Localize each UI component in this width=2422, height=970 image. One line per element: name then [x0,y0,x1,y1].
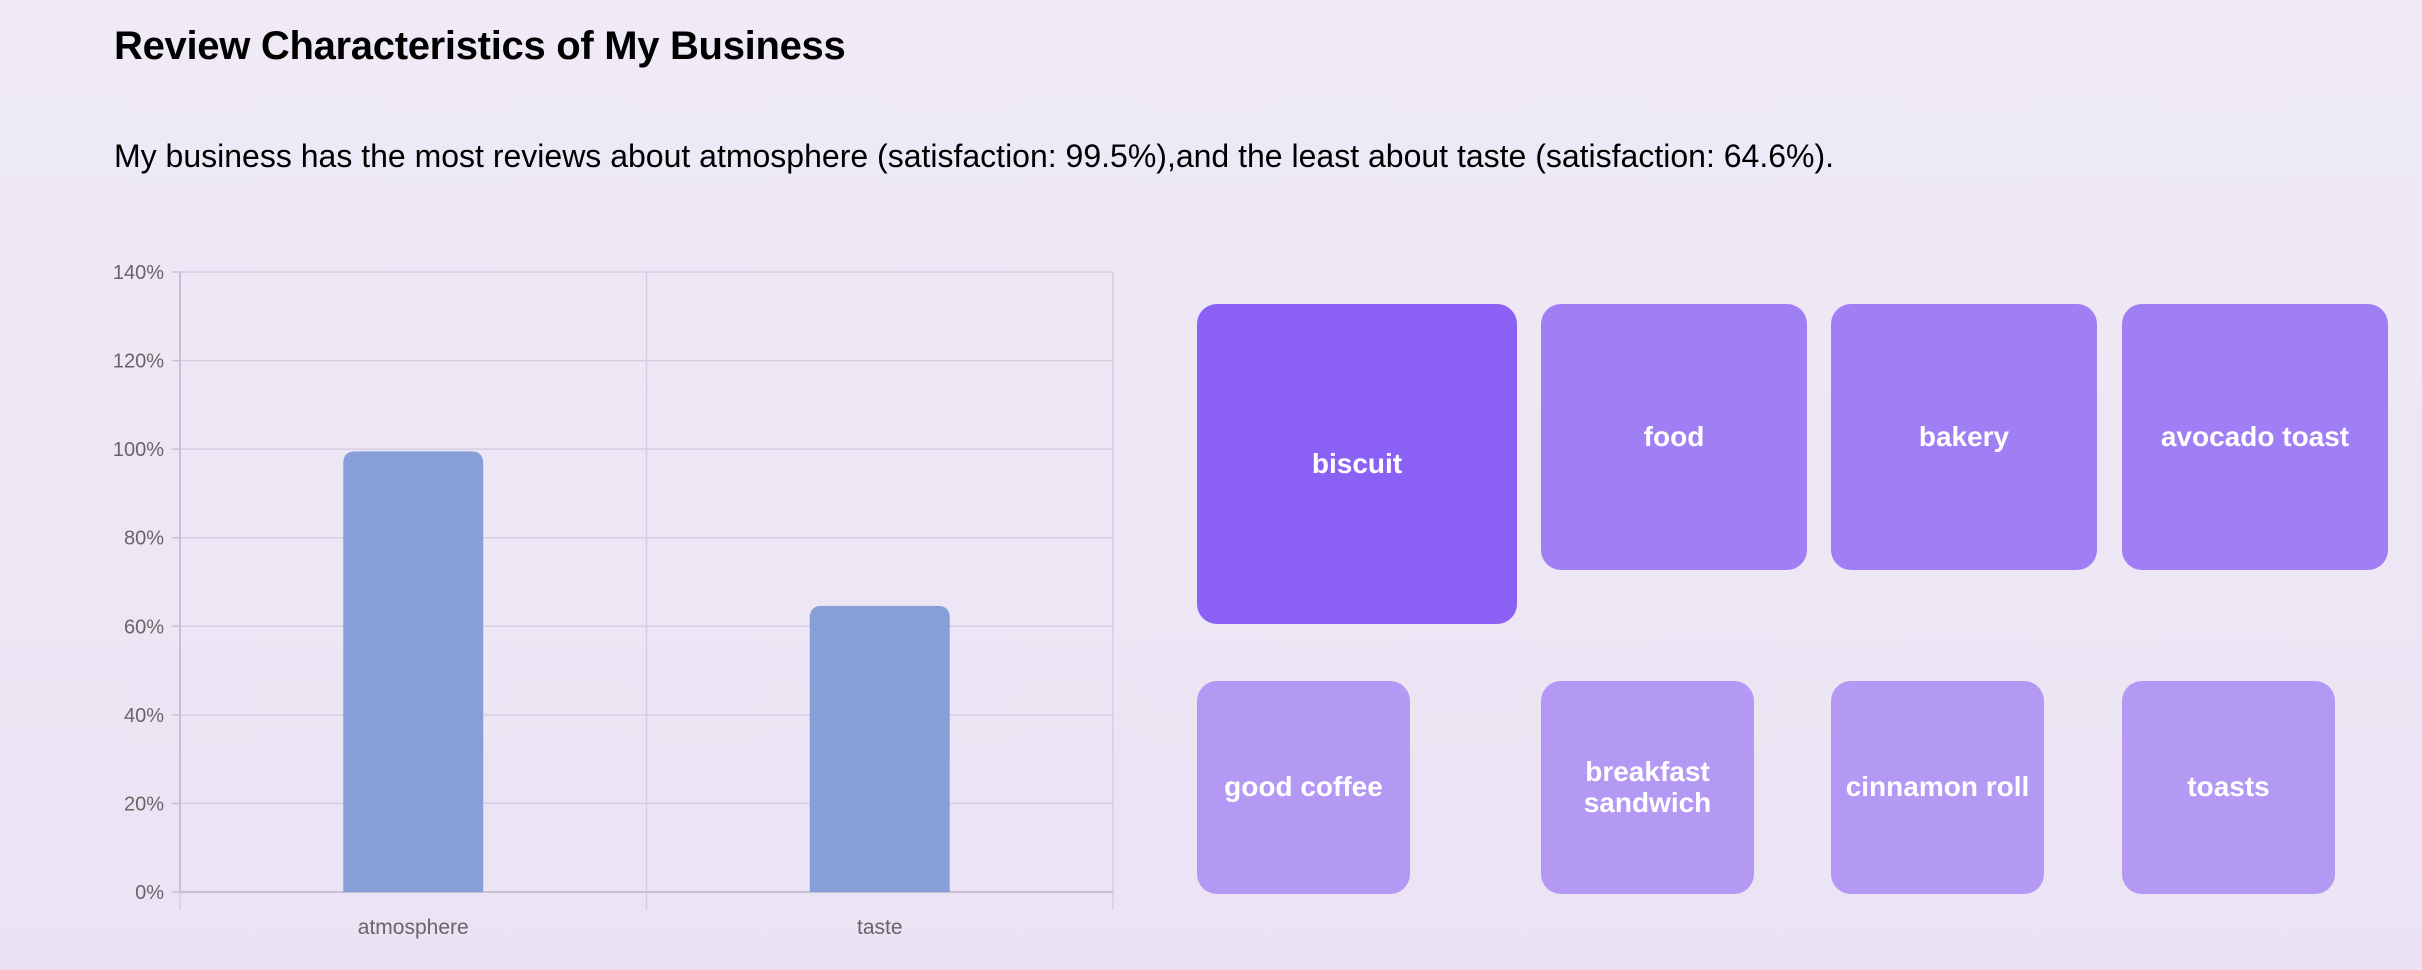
y-tick-label: 20% [124,793,164,815]
y-tick-label: 100% [113,439,164,461]
keyword-label: avocado toast [2160,420,2350,452]
keyword-tile-avocado-toast[interactable]: avocado toast [2122,304,2388,570]
keyword-tile-bakery[interactable]: bakery [1831,304,2097,570]
keyword-label: toasts [2187,771,2270,803]
bar-taste[interactable] [809,605,950,892]
page-title: Review Characteristics of My Business [114,24,846,68]
keyword-tile-toasts[interactable]: toasts [2122,681,2335,894]
chart-svg: 0% 20% 40% 60% 80% 100% 120% 140% atmosphere tast… [113,262,1114,939]
keyword-tile-biscuit[interactable]: biscuit [1197,304,1517,624]
x-tick-label: taste [857,916,903,939]
summary-text: My business has the most reviews about a… [114,138,1834,174]
y-tick-label: 140% [113,262,164,284]
y-tick-label: 0% [135,882,164,904]
keyword-tile-cinnamon-roll[interactable]: cinnamon roll [1831,681,2044,894]
keyword-label: cinnamon roll [1845,771,2030,803]
keyword-label: bakery [1918,420,2010,452]
keyword-tile-food[interactable]: food [1541,304,1807,570]
keyword-label: good coffee [1224,771,1383,803]
keyword-label: biscuit [1311,447,1403,479]
x-tick-label: atmosphere [358,916,469,939]
y-tick-label: 40% [124,705,164,727]
y-tick-label: 80% [124,528,164,550]
keyword-tile-good-coffee[interactable]: good coffee [1197,681,1410,894]
keyword-tile-breakfast-sandwich[interactable]: breakfast sandwich [1541,681,1754,894]
y-tick-label: 60% [124,616,164,638]
y-tick-label: 120% [113,351,164,373]
keyword-label: food [1643,420,1705,452]
bar-atmosphere[interactable] [343,451,484,892]
keyword-label: breakfast sandwich [1583,755,1712,818]
satisfaction-bar-chart: 0% 20% 40% 60% 80% 100% 120% 140% atmosphere tast… [100,255,1130,955]
